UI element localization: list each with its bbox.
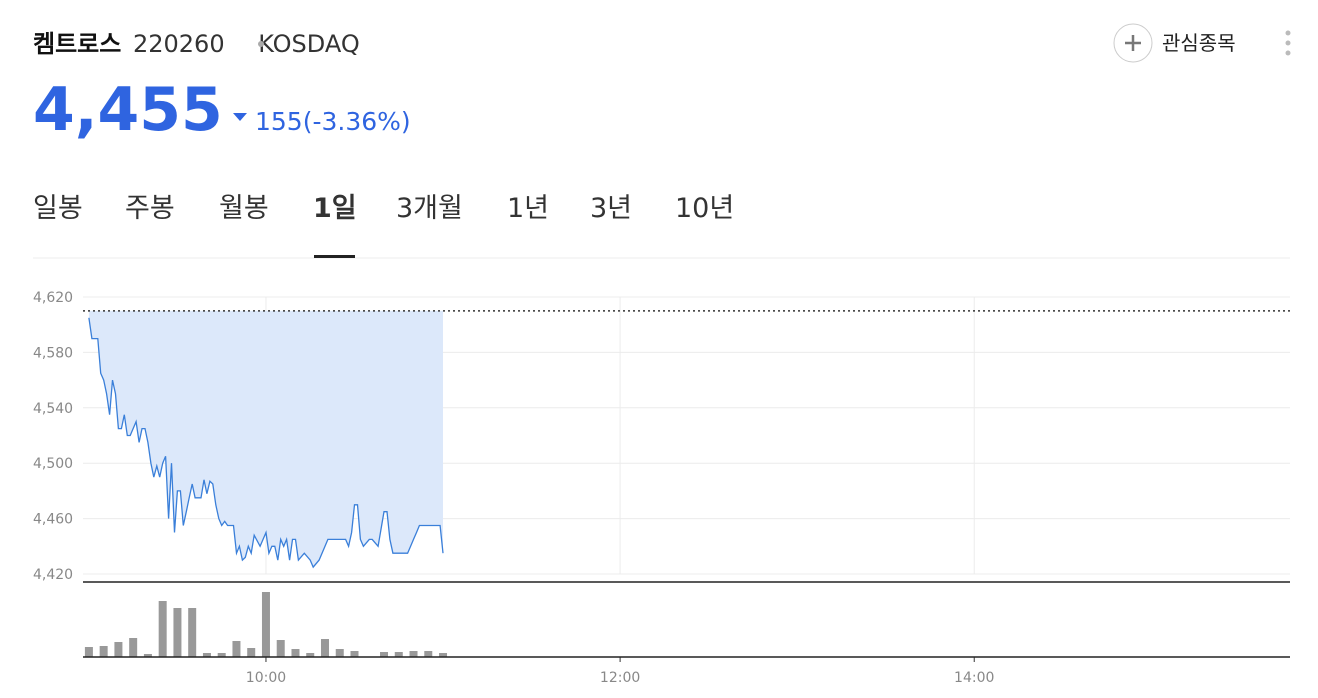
volume-bar (335, 649, 344, 657)
y-tick-label: 4,460 (33, 512, 73, 528)
stock-name: 켐트로스 (33, 30, 121, 58)
volume-bar (409, 651, 418, 657)
period-tab[interactable]: 10년 (675, 193, 734, 224)
x-tick-label: 12:00 (600, 670, 640, 686)
volume-bar (350, 651, 359, 657)
volume-bar (129, 638, 138, 657)
down-arrow (233, 113, 247, 121)
volume-bar (114, 642, 123, 657)
period-tab[interactable]: 3개월 (396, 193, 463, 224)
y-tick-label: 4,500 (33, 456, 73, 472)
stock-title: 켐트로스 220260 KOSDAQ (33, 30, 360, 58)
y-tick-label: 4,580 (33, 345, 73, 361)
period-tab[interactable]: 3년 (590, 193, 632, 224)
volume-bar (158, 601, 167, 657)
y-tick-label: 4,620 (33, 290, 73, 306)
watch-label[interactable]: 관심종목 (1162, 31, 1236, 55)
active-tab-underline (314, 255, 355, 258)
stock-code: 220260 (133, 30, 225, 58)
volume-bar (276, 640, 285, 657)
volume-bar (84, 647, 93, 657)
y-tick-label: 4,540 (33, 401, 73, 417)
volume-bar (291, 649, 300, 657)
period-tab[interactable]: 월봉 (219, 193, 269, 224)
x-tick-label: 10:00 (246, 670, 286, 686)
volume-bar (439, 653, 448, 657)
period-tab[interactable]: 주봉 (125, 193, 175, 224)
volume-bar (217, 653, 226, 657)
price-line (88, 317, 444, 569)
x-tick-label: 14:00 (954, 670, 994, 686)
volume-bar (99, 646, 108, 657)
period-tab[interactable]: 일봉 (33, 193, 83, 224)
watch-button[interactable]: 관심종목 (1113, 23, 1236, 63)
volume-bar (380, 652, 389, 657)
volume-bar (306, 653, 315, 657)
volume-bar (143, 654, 152, 657)
volume-bar (320, 639, 329, 657)
current-price: 4,455 (33, 75, 223, 145)
menu-dot (1285, 50, 1291, 56)
volume-bar (394, 652, 403, 657)
volume-bar (202, 653, 211, 657)
period-tab[interactable]: 1년 (507, 193, 549, 224)
separator-dot (258, 41, 264, 47)
plus-icon (1125, 35, 1141, 51)
menu-dot (1285, 40, 1291, 46)
volume-bar (247, 648, 256, 657)
price-area (88, 310, 444, 568)
more-menu[interactable] (1285, 30, 1291, 56)
y-tick-label: 4,420 (33, 567, 73, 583)
volume-bar (424, 651, 433, 657)
volume-bar (173, 608, 182, 657)
stock-market: KOSDAQ (258, 30, 360, 58)
price-change: 155(-3.36%) (255, 107, 411, 136)
volume-bar (232, 641, 241, 657)
menu-dot (1285, 30, 1291, 36)
period-tab[interactable]: 1일 (313, 193, 357, 224)
volume-bar (261, 592, 270, 657)
volume-bar (188, 608, 197, 657)
